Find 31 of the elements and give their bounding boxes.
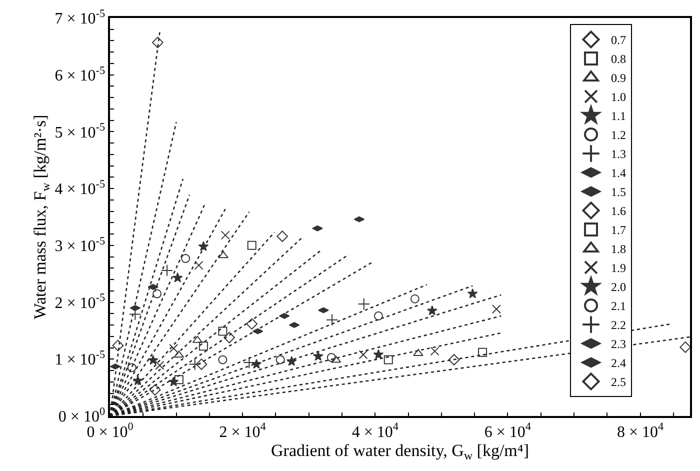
y-tick-label: 2 × 10$^{-5}$ [54,292,106,312]
legend-label: 0.9 [611,71,626,86]
legend-label: 2.4 [611,356,626,370]
legend-label: 2.5 [611,375,626,390]
y-tick-label: 4 × 10$^{-5}$ [54,178,106,198]
legend-label: 1.4 [611,166,626,180]
legend-label: 1.5 [611,185,626,200]
legend-label: 1.7 [611,223,626,238]
y-tick-label: 5 × 10$^{-5}$ [54,122,106,142]
y-tick-label: 1 × 10$^{-5}$ [54,349,106,369]
y-tick-label: 6 × 10$^{-5}$ [54,64,106,84]
legend-label: 2.0 [611,280,626,294]
legend-label: 2.2 [611,318,626,332]
legend-label: 1.9 [611,261,626,276]
y-tick-label: 3 × 10$^{-5}$ [54,235,106,256]
legend-label: 1.8 [611,242,626,256]
legend-label: 1.1 [611,109,626,124]
legend-label: 2.1 [611,299,626,314]
legend-label: 2.3 [611,337,626,352]
x-axis-title: Gradient of water density, G$_{w}$ [kg/m⁴] [271,440,529,463]
y-tick-label: 7 × 10$^{-5}$ [54,8,106,28]
x-tick-label: 4 × 10$^{4}$ [352,421,399,441]
legend-label: 0.7 [611,33,626,48]
legend-label: 1.2 [611,128,626,142]
legend-label: 0.8 [611,52,626,66]
x-tick-label: 8 × 10$^{4}$ [616,421,664,441]
x-tick-label: 6 × 10$^{4}$ [484,421,532,441]
x-tick-label: 2 × 10$^{4}$ [219,421,266,441]
legend-label: 1.3 [611,147,626,162]
legend-label: 1.0 [611,90,626,104]
legend-label: 1.6 [611,204,626,218]
